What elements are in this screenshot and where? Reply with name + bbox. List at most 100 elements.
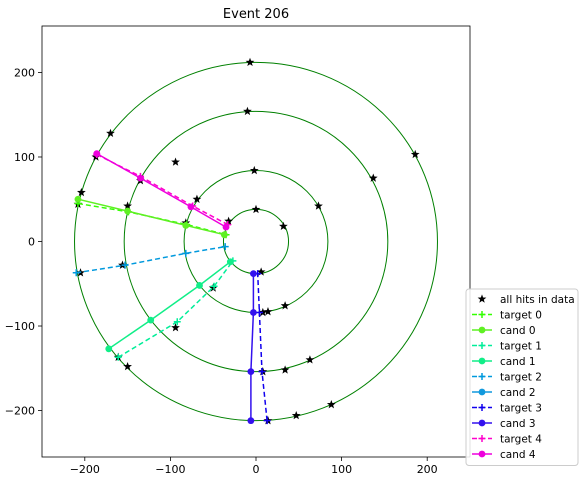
legend-marker	[478, 373, 486, 380]
series-line	[77, 198, 225, 236]
data-point	[171, 157, 180, 166]
y-tick-label: −200	[5, 405, 35, 418]
data-point	[263, 307, 273, 316]
chart-title: Event 206	[223, 7, 289, 22]
data-point	[250, 270, 257, 278]
data-point	[314, 201, 323, 210]
legend-label: target 4	[500, 434, 542, 446]
data-point	[137, 174, 144, 182]
data-point	[208, 283, 218, 292]
legend-entry: target 1	[472, 341, 542, 353]
legend-label: target 3	[500, 403, 542, 415]
data-point	[256, 267, 266, 276]
legend-marker	[478, 450, 486, 458]
data-point	[224, 216, 233, 225]
legend-marker	[478, 419, 486, 427]
legend-entry: target 4	[472, 434, 542, 446]
detector-circle	[183, 170, 329, 313]
data-point	[258, 368, 266, 376]
series-8	[247, 270, 257, 425]
data-point	[245, 57, 255, 67]
data-point	[182, 249, 190, 257]
legend-marker	[477, 294, 487, 303]
detector-circle	[123, 110, 389, 373]
data-point	[147, 316, 155, 324]
data-point	[222, 223, 230, 231]
series-5	[72, 243, 229, 277]
legend-label: target 2	[500, 372, 542, 384]
series-2	[74, 195, 228, 239]
data-point	[121, 261, 129, 269]
x-tick-label: 100	[331, 463, 352, 476]
legend-label: cand 3	[500, 418, 536, 430]
data-point	[182, 222, 190, 229]
data-point	[123, 201, 132, 210]
legend-entry: cand 1	[472, 356, 536, 368]
series-7	[254, 270, 271, 425]
legend-label: cand 1	[500, 356, 536, 368]
series-line	[117, 260, 234, 358]
legend-entry: cand 2	[472, 387, 536, 399]
data-point	[93, 150, 101, 158]
y-tick-label: 200	[14, 66, 35, 79]
data-point	[187, 203, 195, 211]
data-point	[171, 323, 180, 332]
legend-box	[465, 288, 579, 466]
data-point	[106, 128, 115, 138]
legend-entry: cand 4	[472, 449, 536, 461]
x-tick-label: −200	[70, 463, 100, 476]
legend-marker	[478, 404, 486, 411]
data-point	[279, 221, 288, 231]
data-point	[243, 106, 252, 116]
legend-entry: cand 3	[472, 418, 536, 430]
data-point	[72, 269, 80, 277]
data-point	[305, 355, 315, 364]
legend-marker	[478, 388, 486, 396]
series-3	[114, 257, 237, 361]
data-point	[77, 187, 86, 197]
data-point	[250, 309, 257, 316]
data-point	[291, 410, 301, 420]
data-point	[196, 282, 203, 289]
x-tick-label: 200	[417, 463, 438, 476]
legend-marker	[478, 311, 486, 318]
series-10	[93, 150, 230, 231]
series-line	[76, 245, 226, 274]
data-point	[173, 318, 181, 326]
data-point	[114, 353, 122, 361]
y-tick-label: −100	[5, 320, 35, 333]
data-point	[192, 194, 202, 203]
legend-label: target 0	[500, 310, 542, 322]
data-point	[210, 282, 218, 290]
series-0	[73, 57, 420, 425]
x-tick-label: −100	[155, 463, 185, 476]
legend-entry: cand 0	[472, 325, 536, 337]
data-point	[249, 165, 259, 175]
series-layer	[72, 57, 420, 425]
data-point	[226, 258, 234, 266]
legend-marker	[478, 435, 486, 442]
plot-frame	[41, 25, 471, 458]
legend-entry: target 3	[472, 403, 542, 415]
axes: −200 −100 0 100 200 −200 −100 0 100 200	[5, 66, 438, 476]
data-point	[74, 195, 82, 203]
data-point	[247, 417, 255, 425]
legend-label: cand 0	[500, 325, 536, 337]
legend-entry: target 2	[472, 372, 542, 384]
series-1	[74, 199, 230, 239]
data-point	[255, 308, 263, 316]
legend-label: cand 2	[500, 387, 536, 399]
legend-marker	[478, 342, 486, 349]
series-line	[96, 152, 227, 228]
data-point	[280, 301, 290, 310]
series-4	[105, 258, 234, 353]
y-tick-label: 100	[14, 151, 35, 164]
detector-circle	[74, 61, 438, 422]
legend-marker	[478, 357, 486, 365]
series-line	[108, 261, 231, 350]
data-point	[251, 204, 261, 214]
data-point	[247, 368, 255, 376]
legend-marker	[478, 326, 486, 334]
data-point	[326, 400, 336, 409]
